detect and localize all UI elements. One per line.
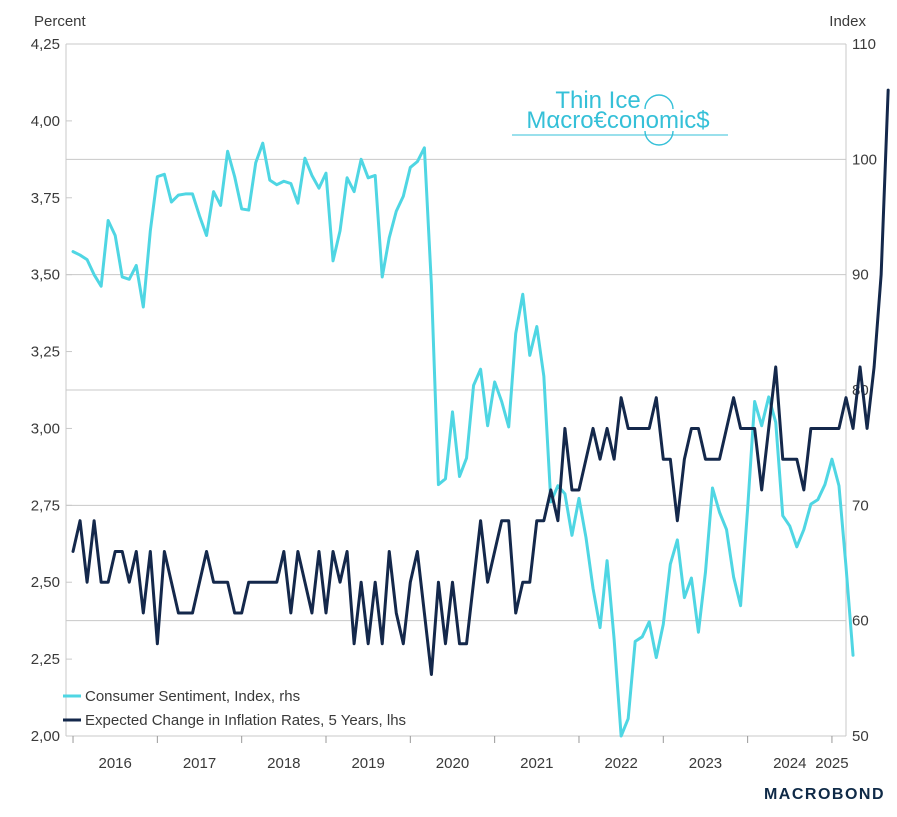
right-tick-label: 50: [852, 728, 869, 745]
left-tick-label: 4,25: [31, 36, 60, 53]
x-tick-label: 2022: [604, 755, 637, 772]
x-tick-label: 2016: [99, 755, 132, 772]
logo-line-1: Thin Ice: [555, 87, 640, 114]
x-tick-label: 2025: [815, 755, 848, 772]
left-tick-label: 2,50: [31, 574, 60, 591]
left-tick-label: 2,00: [31, 728, 60, 745]
legend-label-consumer-sentiment: Consumer Sentiment, Index, rhs: [85, 688, 300, 705]
right-axis-unit: Index: [829, 13, 866, 30]
logo-arc-top: [644, 94, 674, 110]
legend: Consumer Sentiment, Index, rhs Expected …: [63, 688, 406, 729]
right-tick-label: 90: [852, 267, 869, 284]
macrobond-logo: MACROBOND: [764, 786, 885, 803]
left-tick-label: 2,25: [31, 651, 60, 668]
x-tick-label: 2019: [351, 755, 384, 772]
left-axis-unit: Percent: [34, 13, 87, 30]
x-tick-label: 2020: [436, 755, 469, 772]
left-tick-label: 2,75: [31, 497, 60, 514]
right-tick-label: 80: [852, 382, 869, 399]
series-line-consumer-sentiment: [71, 141, 855, 738]
legend-label-inflation-expectations: Expected Change in Inflation Rates, 5 Ye…: [85, 712, 406, 729]
series-line-inflation-expectations: [71, 88, 890, 676]
right-tick-label: 70: [852, 497, 869, 514]
x-tick-label: 2018: [267, 755, 300, 772]
x-tick-label: 2023: [689, 755, 722, 772]
series-lines: [71, 88, 890, 738]
left-tick-label: 3,25: [31, 344, 60, 361]
macrobond-wordmark: MACROBOND: [764, 786, 885, 803]
x-tick-label: 2021: [520, 755, 553, 772]
right-tick-label: 60: [852, 613, 869, 630]
left-tick-label: 4,00: [31, 113, 60, 130]
right-tick-label: 100: [852, 151, 877, 168]
axes: Percent Index 4,25 4,00 3,75 3,50 3,25 3,00 2,…: [31, 13, 877, 772]
logo-arc-bottom: [644, 130, 674, 146]
thin-ice-macroeconomics-logo: Thin Ice Mαcro€conomic$: [512, 87, 728, 146]
x-tick-label: 2024: [773, 755, 806, 772]
x-tick-label: 2017: [183, 755, 216, 772]
logo-line-2: Mαcro€conomic$: [526, 107, 709, 134]
right-tick-label: 110: [852, 36, 876, 53]
gridlines: [65, 43, 847, 743]
left-tick-label: 3,75: [31, 190, 60, 207]
left-tick-label: 3,50: [31, 267, 60, 284]
left-tick-label: 3,00: [31, 420, 60, 437]
